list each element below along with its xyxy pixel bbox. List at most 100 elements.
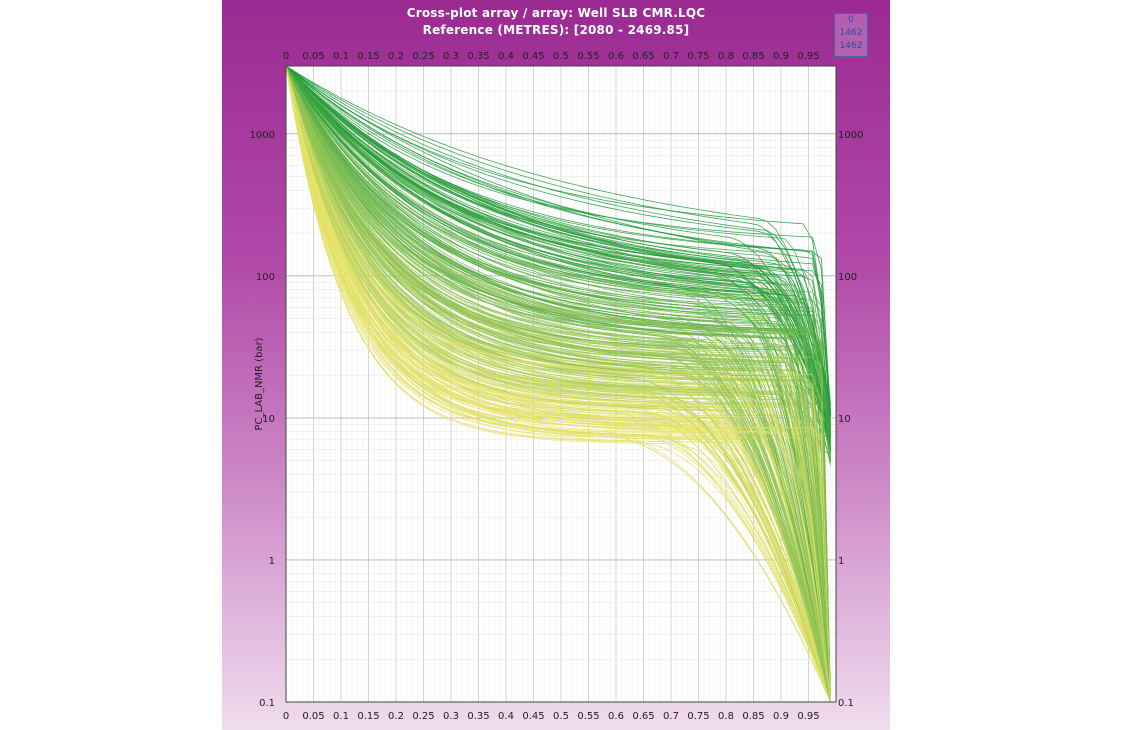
chart-title: Cross-plot array / array: Well SLB CMR.L… (406, 6, 706, 20)
x-tick-label-top: 0.5 (553, 51, 569, 62)
curve-line (286, 66, 831, 413)
curve-line (286, 66, 831, 702)
x-tick-label-top: 0.6 (608, 51, 624, 62)
curve-line (286, 66, 831, 428)
x-tick-label-top: 0.7 (663, 51, 679, 62)
chart-subtitle: Reference (METRES): [2080 - 2469.85] (422, 23, 690, 37)
curve-line (286, 66, 831, 432)
x-tick-label-bottom: 0.95 (797, 711, 819, 722)
curve-line (286, 66, 831, 702)
curve-line (286, 66, 831, 454)
curve-line (286, 66, 831, 702)
curve-line (286, 66, 831, 702)
curve-line (286, 66, 831, 702)
curve-line (286, 66, 831, 702)
curve-line (286, 66, 831, 702)
x-tick-label-bottom: 0.05 (302, 711, 324, 722)
curve-line (286, 66, 831, 702)
curve-line (286, 66, 831, 702)
curve-line (286, 66, 831, 702)
curve-line (286, 66, 831, 448)
curve-line (286, 66, 831, 702)
curve-line (286, 66, 831, 405)
x-tick-label-bottom: 0.9 (773, 711, 789, 722)
curve-line (286, 66, 831, 702)
badge-line-2: 1462 (839, 28, 863, 38)
curve-line (286, 66, 831, 416)
y-tick-label-left: 0.1 (259, 698, 275, 709)
curve-line (286, 66, 831, 702)
x-tick-label-top: 0.9 (773, 51, 789, 62)
curve-line (286, 66, 831, 461)
curve-line (286, 66, 831, 702)
curve-line (286, 66, 831, 467)
x-tick-label-top: 0.95 (797, 51, 819, 62)
x-tick-label-top: 0.25 (412, 51, 434, 62)
x-tick-label-top: 0.75 (687, 51, 709, 62)
x-tick-label-top: 0.05 (302, 51, 324, 62)
x-tick-label-top: 0.1 (333, 51, 349, 62)
x-tick-label-bottom: 0.65 (632, 711, 654, 722)
x-tick-label-top: 0.4 (498, 51, 514, 62)
curve-line (286, 66, 831, 702)
x-tick-label-bottom: 0.3 (443, 711, 459, 722)
x-tick-label-bottom: 0.5 (553, 711, 569, 722)
curve-line (286, 66, 831, 702)
y-tick-label-right: 1000 (838, 130, 863, 141)
curve-line (286, 66, 831, 453)
plot-border (285, 65, 837, 703)
x-tick-label-bottom: 0.8 (718, 711, 734, 722)
curve-line (286, 66, 831, 459)
curve-line (286, 66, 831, 702)
curve-line (286, 66, 831, 426)
curve-line (286, 66, 831, 702)
x-tick-label-top: 0.65 (632, 51, 654, 62)
curve-line (286, 66, 831, 438)
y-tick-label-left: 100 (256, 272, 275, 283)
curve-line (286, 66, 831, 702)
x-tick-label-top: 0.35 (467, 51, 489, 62)
curve-line (286, 66, 831, 438)
curve-line (286, 66, 831, 445)
curve-line (286, 66, 831, 702)
badge-line-3: 1462 (839, 41, 863, 51)
y-tick-label-left: 10 (262, 414, 275, 425)
curve-line (286, 66, 831, 702)
x-tick-label-top: 0 (283, 51, 289, 62)
x-tick-label-top: 0.2 (388, 51, 404, 62)
x-tick-label-bottom: 0.35 (467, 711, 489, 722)
x-tick-label-bottom: 0.45 (522, 711, 544, 722)
curve-line (286, 66, 831, 702)
curve-line (286, 66, 831, 425)
curve-line (286, 66, 831, 702)
curve-line (286, 66, 831, 702)
y-tick-label-right: 100 (838, 272, 857, 283)
curve-line (286, 66, 831, 702)
curve-line (286, 66, 831, 702)
curve-line (286, 66, 831, 702)
curve-line (286, 66, 831, 702)
curve-line (286, 66, 831, 405)
curve-line (286, 66, 831, 702)
x-tick-label-top: 0.45 (522, 51, 544, 62)
x-tick-label-bottom: 0.15 (357, 711, 379, 722)
curve-line (286, 66, 831, 702)
curve-line (286, 66, 831, 702)
curve-line (286, 66, 831, 702)
x-tick-label-top: 0.8 (718, 51, 734, 62)
curve-line (286, 66, 831, 407)
x-tick-label-bottom: 0.1 (333, 711, 349, 722)
curve-line (286, 66, 831, 702)
x-tick-label-bottom: 0.4 (498, 711, 514, 722)
curve-line (286, 66, 831, 702)
curve-series (286, 66, 831, 702)
x-tick-label-top: 0.85 (742, 51, 764, 62)
y-tick-label-right: 0.1 (838, 698, 854, 709)
curve-line (286, 66, 831, 413)
x-tick-label-top: 0.3 (443, 51, 459, 62)
curve-line (286, 66, 831, 702)
curve-line (286, 66, 831, 702)
curve-line (286, 66, 831, 417)
curve-line (286, 66, 831, 702)
